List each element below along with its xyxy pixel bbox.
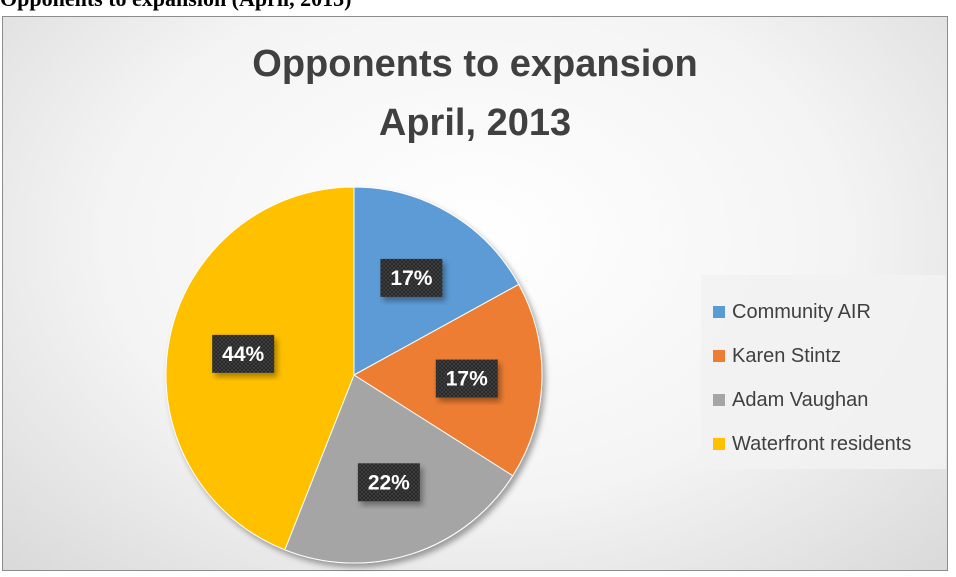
svg-text:44%: 44% [222,343,264,366]
chart-title: Opponents to expansion [252,43,698,85]
svg-text:17%: 17% [446,368,488,391]
legend-swatch [713,394,725,406]
legend-label: Community AIR [732,300,871,323]
data-label-karen-stintz: 17% [435,359,498,398]
legend: Community AIR Karen Stintz Adam Vaughan Wat… [701,275,946,469]
svg-text:17%: 17% [390,267,432,290]
chart-subtitle: April, 2013 [378,102,572,144]
legend-label: Karen Stintz [732,344,841,367]
legend-label: Adam Vaughan [732,388,869,411]
data-label-community-air: 17% [380,258,443,297]
data-label-waterfront-residents: 44% [212,334,275,373]
legend-item-community-air: Community AIR [713,300,871,324]
pie-chart: 17% 17% 22% 44% [165,186,543,564]
legend-swatch [713,306,725,318]
legend-item-adam-vaughan: Adam Vaughan [713,388,868,412]
legend-swatch [713,350,725,362]
chart-area: Opponents to expansion April, 2013 17% 17… [2,16,948,571]
legend-item-waterfront-residents: Waterfront residents [713,432,911,456]
data-label-adam-vaughan: 22% [357,463,420,502]
legend-item-karen-stintz: Karen Stintz [713,344,841,368]
document-caption: Opponents to expansion (April, 2013) [0,0,351,12]
legend-swatch [713,438,725,450]
svg-text:22%: 22% [368,471,410,494]
legend-label: Waterfront residents [732,432,912,455]
